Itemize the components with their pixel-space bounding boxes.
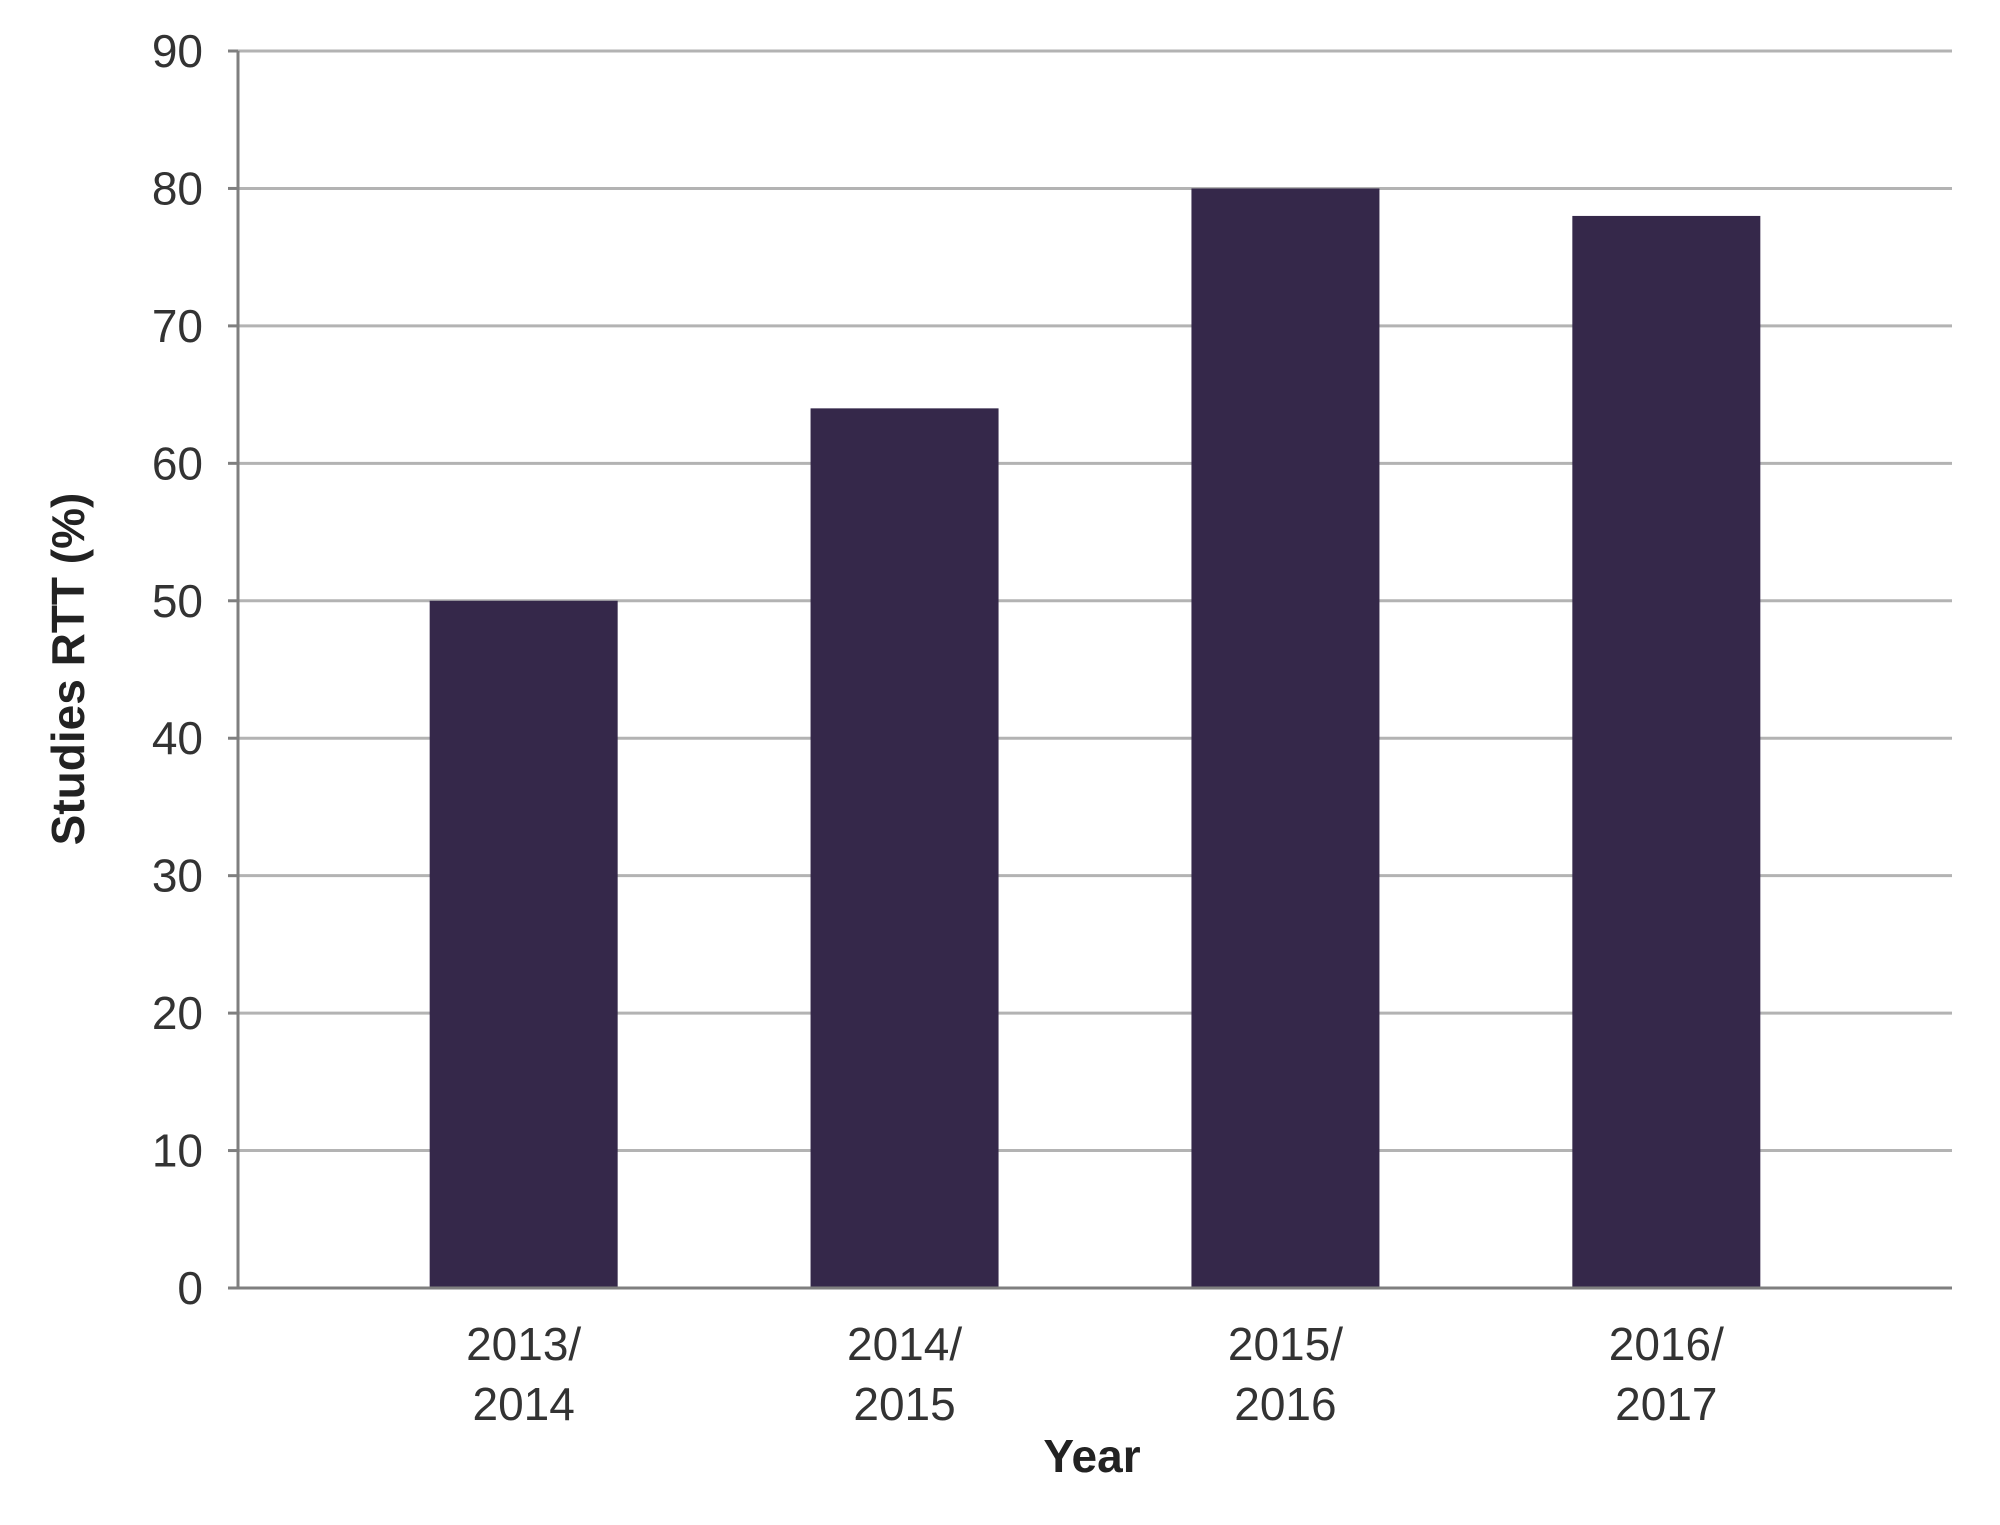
bar [1572,215,1761,1288]
y-tick-label: 70 [152,300,203,352]
axes [228,49,1952,1290]
y-tick-label: 10 [152,1125,203,1177]
y-axis-title: Studies RTT (%) [42,493,94,846]
x-tick-label: 2014/ [847,1318,962,1370]
x-axis-title: Year [1043,1430,1140,1482]
x-tick-label: 2017 [1615,1378,1717,1430]
y-tick-label: 30 [152,850,203,902]
x-tick-label: 2016 [1234,1378,1336,1430]
y-tick-labels: 0 10 20 30 40 50 60 70 80 90 [152,25,203,1314]
y-tick-label: 90 [152,25,203,77]
bars [429,188,1761,1288]
x-tick-label: 2015 [853,1378,955,1430]
y-tick-label: 50 [152,575,203,627]
y-tick-label: 60 [152,437,203,489]
bar [810,408,999,1288]
x-tick-label: 2015/ [1228,1318,1343,1370]
y-tick-label: 80 [152,162,203,214]
bar [1191,188,1380,1288]
x-tick-label: 2013/ [466,1318,581,1370]
y-tick-label: 20 [152,987,203,1039]
x-tick-labels: 2013/2014 2014/2015 2015/2016 2016/2017 [466,1318,1724,1430]
bar [429,600,618,1288]
x-tick-label: 2014 [472,1378,574,1430]
x-tick-label: 2016/ [1609,1318,1724,1370]
y-tick-label: 40 [152,712,203,764]
y-tick-label: 0 [177,1262,203,1314]
